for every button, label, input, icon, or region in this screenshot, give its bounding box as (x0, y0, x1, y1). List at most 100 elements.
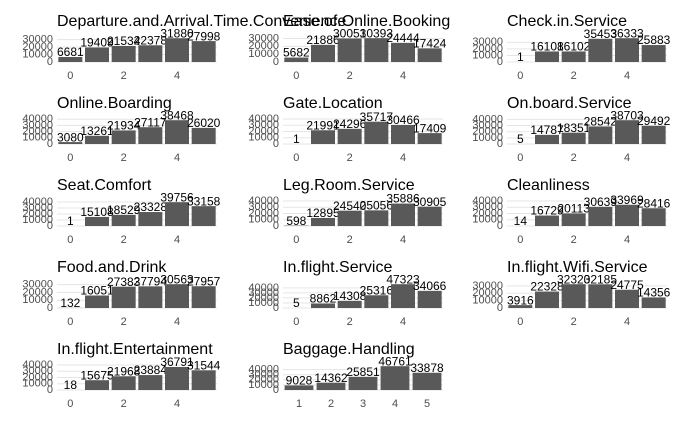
y-tick-label: 10000 (248, 132, 279, 144)
bar (316, 382, 346, 390)
bar (364, 121, 389, 144)
value-label: 132 (60, 296, 80, 310)
value-label: 21968 (107, 364, 141, 378)
value-label: 27794 (134, 275, 168, 289)
bar (311, 217, 335, 226)
bar (191, 286, 216, 308)
x-tick-label: 0 (293, 152, 299, 164)
value-label: 16102 (557, 40, 591, 54)
value-label: 31544 (187, 358, 221, 372)
value-label: 24444 (386, 31, 420, 45)
y-tick-label: 30000 (248, 119, 279, 131)
x-tick-label: 4 (174, 316, 180, 328)
bar (535, 215, 559, 226)
x-tick-label: 0 (293, 316, 299, 328)
bar (337, 210, 362, 226)
value-label: 33878 (410, 361, 444, 375)
value-label: 47323 (386, 272, 420, 286)
value-label: 15108 (80, 205, 114, 219)
x-tick-label: 0 (67, 152, 73, 164)
value-label: 15675 (80, 368, 114, 382)
bar (165, 284, 189, 308)
value-label: 5 (293, 296, 300, 310)
y-tick-label: 40000 (472, 195, 503, 207)
y-tick-label: 20000 (22, 126, 53, 138)
bar (641, 125, 666, 144)
y-tick-label: 40000 (472, 113, 503, 125)
value-label: 38468 (160, 108, 194, 122)
y-tick-label: 10000 (22, 294, 53, 306)
y-tick-label: 0 (497, 138, 503, 150)
y-tick-label: 30000 (22, 202, 53, 214)
bar (85, 135, 109, 144)
value-label: 24296 (333, 117, 367, 131)
bar (58, 142, 83, 144)
y-tick-label: 30000 (472, 36, 503, 48)
bar (111, 286, 136, 308)
value-label: 16729 (530, 204, 564, 218)
x-tick-label: 2 (121, 234, 127, 246)
y-tick-label: 20000 (22, 41, 53, 53)
y-tick-label: 10000 (472, 214, 503, 226)
x-tick-label: 0 (67, 398, 73, 410)
value-label: 1 (517, 50, 524, 64)
bar (138, 286, 163, 308)
y-tick-label: 0 (47, 56, 53, 68)
value-label: 598 (286, 214, 306, 228)
value-label: 20113 (557, 202, 590, 216)
bar (535, 134, 559, 144)
bar (311, 44, 335, 62)
bar (615, 289, 639, 308)
bar (641, 208, 666, 226)
value-label: 14362 (314, 371, 348, 385)
value-label: 24540 (333, 199, 367, 213)
y-tick-label: 20000 (248, 292, 279, 304)
x-tick-label: 2 (571, 234, 577, 246)
value-label: 17424 (413, 37, 447, 51)
value-label: 35886 (386, 192, 420, 206)
x-tick-label: 4 (624, 70, 630, 82)
bar (417, 48, 442, 62)
x-tick-label: 2 (347, 152, 353, 164)
bar (380, 366, 410, 390)
panel-title: Gate.Location (283, 95, 383, 112)
value-label: 30466 (386, 113, 420, 127)
bar (284, 385, 314, 390)
bar (165, 202, 189, 226)
x-tick-label: 0 (67, 70, 73, 82)
panel-title: Cleanliness (507, 177, 590, 194)
y-tick-label: 0 (497, 302, 503, 314)
y-tick-label: 0 (47, 220, 53, 232)
y-tick-label: 0 (273, 384, 279, 396)
value-label: 24775 (610, 278, 644, 292)
bar (85, 295, 109, 308)
bar (641, 45, 666, 62)
value-label: 21886 (306, 33, 340, 47)
value-label: 23328 (134, 200, 168, 214)
value-label: 32320 (557, 272, 591, 286)
value-label: 14787 (530, 123, 564, 137)
bar (391, 203, 415, 226)
value-label: 25316 (360, 283, 394, 297)
value-label: 18351 (557, 121, 591, 135)
y-tick-label: 0 (497, 220, 503, 232)
y-tick-label: 30000 (22, 119, 53, 131)
value-label: 19409 (80, 36, 114, 50)
value-label: 9028 (286, 374, 313, 388)
x-tick-label: 2 (328, 398, 334, 410)
y-tick-label: 10000 (248, 48, 279, 60)
bar (348, 376, 378, 390)
value-label: 16108 (530, 40, 564, 54)
y-tick-label: 10000 (248, 214, 279, 226)
value-label: 46761 (378, 354, 412, 368)
bar (588, 284, 613, 308)
bar (85, 216, 109, 226)
bar (337, 38, 362, 62)
y-tick-label: 20000 (248, 374, 279, 386)
value-label: 33969 (610, 193, 644, 207)
value-label: 17409 (413, 121, 447, 135)
y-tick-label: 20000 (472, 43, 503, 55)
panel-title: On.board.Service (507, 95, 632, 112)
x-tick-label: 2 (571, 152, 577, 164)
value-label: 31880 (160, 26, 194, 40)
